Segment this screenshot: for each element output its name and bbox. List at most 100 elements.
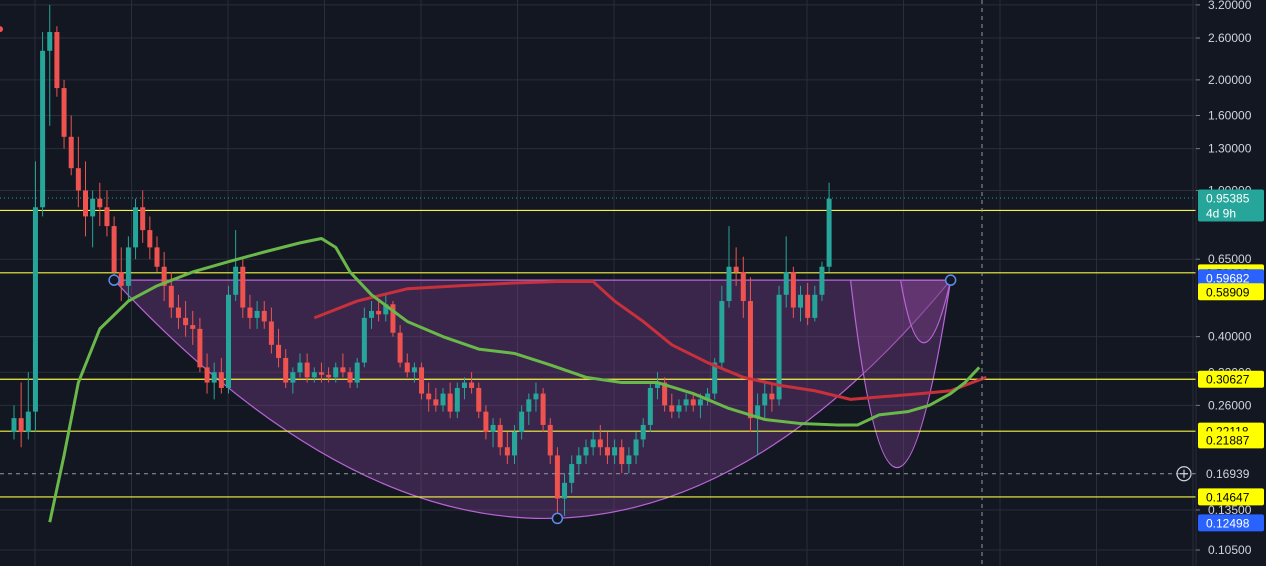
candle-body [554,455,560,499]
candle-body [211,372,217,383]
candle-body [783,271,789,295]
candle-body [168,285,174,308]
candle-body [11,418,17,433]
candle-body [769,393,775,400]
candle-body [397,332,403,363]
candle-body [268,321,274,345]
candle-body [240,266,246,308]
candle-body [812,294,818,318]
cup-left-anchor[interactable] [108,274,120,286]
candlesticks [11,4,832,516]
candle-body [97,198,103,208]
cup-right-anchor[interactable] [944,274,957,286]
candle-body [619,447,625,465]
candle-body [612,447,618,456]
candle-body [411,367,417,373]
candle-body [290,372,296,383]
crosshair [0,0,1196,566]
price-tick-label: 0.13500 [1208,503,1252,517]
candle-body [454,387,460,412]
candle-body [283,357,289,383]
candle-body [755,405,761,419]
ma-green-line [48,237,981,523]
candle-body [404,362,410,373]
candle-body [740,271,746,302]
candle-body [604,447,610,456]
level-price-badge: 0.14647 [1206,490,1250,504]
price-badge: 0.21887 [1206,433,1250,447]
candle-body [762,393,768,406]
candle-body [161,266,167,286]
price-badge-countdown: 4d 9h [1206,207,1236,221]
candle-body [111,226,117,272]
candle-body [719,301,725,363]
candle-body [376,310,382,315]
candle-body [705,393,711,400]
candle-body [647,387,653,425]
candle-body [254,310,260,318]
price-tick-label: 2.00000 [1208,73,1252,87]
candle-body [476,387,482,412]
price-badge: 0.12498 [1206,516,1250,530]
candle-body [440,393,446,406]
handle-arc [849,279,952,469]
price-tick-label: 0.65000 [1208,252,1252,266]
candle-body [390,304,396,333]
candle-body [369,310,374,318]
price-badge-bg [1198,431,1264,449]
ma-red-line [313,280,987,401]
candle-body [118,271,124,286]
price-badge-bg [1198,283,1264,301]
candle-body [183,317,189,326]
candle-body [175,307,181,318]
price-axis[interactable]: 3.200002.600002.000001.600001.300001.000… [1195,0,1266,566]
candle-body [483,411,489,433]
add-alert-icon[interactable] [1176,466,1192,482]
candle-body [90,198,96,217]
candle-body [576,455,582,465]
price-tick-label: 0.26000 [1208,398,1252,412]
candle-body [140,207,146,231]
candle-body [597,439,603,448]
candle-body [662,382,668,406]
candle-body [826,198,832,267]
price-badge: 0.16939 [1206,467,1250,481]
candle-body [326,374,332,378]
candle-body [247,307,253,318]
candle-body [347,372,353,383]
pattern-anchors[interactable] [0,26,957,525]
price-badge: 0.58909 [1206,285,1250,299]
candle-body [354,362,360,383]
candle-body [747,301,753,419]
moving-averages [48,237,987,523]
edge-marker [0,26,3,33]
candle-body [640,424,646,440]
candle-body [276,344,282,358]
candle-body [798,294,803,308]
price-badge-bg [1198,514,1264,532]
candle-body [297,362,303,373]
price-tick-label: 1.30000 [1208,142,1252,156]
candle-body [226,294,231,388]
candle-body [469,382,475,388]
candle-body [68,136,74,169]
candle-body [540,393,546,425]
cup-bottom-anchor[interactable] [551,512,564,525]
candle-body [562,482,568,499]
candle-body [583,447,589,456]
grid-lines [0,0,1196,566]
price-tick-label: 1.60000 [1208,108,1252,122]
candle-body [683,399,689,406]
price-tick-label: 0.40000 [1208,330,1252,344]
candle-body [125,247,131,286]
candle-body [805,294,811,318]
candle-body [712,362,718,394]
candle-body [361,317,367,363]
price-badge-bg [1198,269,1264,287]
candle-body [25,411,31,433]
candle-body [590,439,596,448]
candle-body [426,393,432,400]
candle-body [261,310,267,322]
